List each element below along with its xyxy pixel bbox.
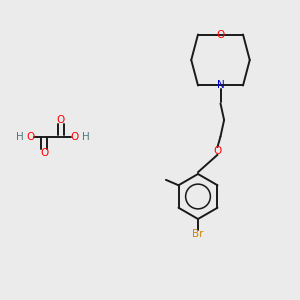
Text: N: N (217, 80, 224, 91)
Text: O: O (40, 148, 48, 158)
Text: O: O (216, 29, 225, 40)
Text: H: H (16, 131, 23, 142)
Text: H: H (82, 131, 89, 142)
Text: Br: Br (192, 229, 204, 239)
Text: O: O (57, 115, 65, 125)
Text: O: O (71, 131, 79, 142)
Text: O: O (213, 146, 222, 156)
Text: O: O (26, 131, 34, 142)
